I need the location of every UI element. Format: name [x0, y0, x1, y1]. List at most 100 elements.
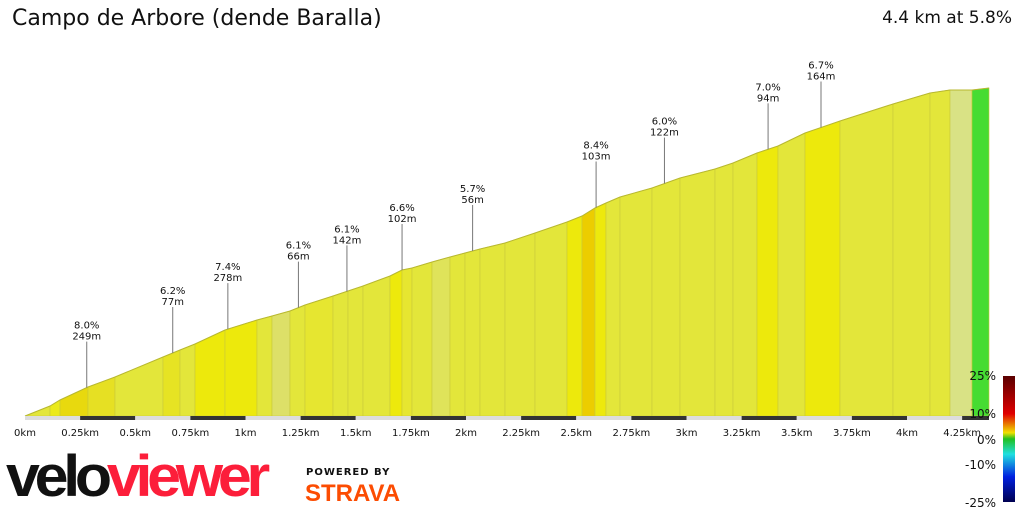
distance-scale-segment [796, 416, 852, 420]
profile-segment [679, 168, 716, 417]
veloviewer-logo: veloviewer [6, 444, 270, 509]
profile-segment [756, 145, 779, 417]
x-tick-label: 4km [896, 428, 918, 439]
page-title: Campo de Arbore (dende Baralla) [12, 6, 382, 31]
x-tick-label: 2.5km [561, 428, 592, 439]
x-tick-label: 0km [14, 428, 36, 439]
profile-segment [347, 285, 364, 417]
distance-scale-segment [410, 416, 466, 420]
x-tick-label: 4.25km [943, 428, 981, 439]
profile-segment [971, 87, 990, 417]
profile-segment [566, 215, 583, 417]
x-tick-label: 2.25km [502, 428, 540, 439]
x-tick-label: 3.25km [723, 428, 761, 439]
annotation-length: 278m [213, 273, 242, 284]
annotation-grade: 7.0% [755, 82, 780, 93]
x-tick-label: 0.5km [120, 428, 151, 439]
gradient-scale-label: 10% [969, 407, 996, 421]
annotation-length: 164m [807, 72, 836, 83]
annotation-grade: 6.6% [389, 203, 414, 214]
profile-segment [777, 132, 806, 417]
profile-segment [804, 120, 841, 417]
x-tick-label: 2.75km [612, 428, 650, 439]
annotation-grade: 5.7% [460, 184, 485, 195]
profile-segment [605, 196, 621, 417]
profile-segment [289, 304, 306, 417]
profile-segment [464, 248, 481, 417]
profile-segment [504, 232, 536, 417]
distance-scale-segment [686, 416, 742, 420]
distance-scale-segment [851, 416, 907, 420]
distance-scale-segment [962, 416, 989, 420]
gradient-scale-label: 25% [969, 369, 996, 383]
annotation-grade: 8.0% [74, 321, 99, 332]
profile-segment [732, 152, 758, 417]
profile-segment [332, 290, 349, 417]
profile-segment [87, 376, 116, 417]
profile-segment [714, 162, 734, 417]
annotation-grade: 6.0% [652, 117, 677, 128]
profile-segment [224, 319, 258, 417]
distance-scale-segment [576, 416, 632, 420]
profile-segment [449, 252, 466, 417]
distance-scale-segment [25, 416, 81, 420]
x-tick-label: 1km [235, 428, 257, 439]
profile-segment [162, 349, 181, 417]
profile-segment [619, 187, 653, 417]
gradient-scale-label: 0% [977, 433, 996, 447]
x-tick-label: 1.25km [282, 428, 320, 439]
profile-segment [651, 177, 681, 417]
annotation-grade: 6.7% [808, 61, 833, 72]
profile-segment [49, 399, 61, 417]
annotation-grade: 6.1% [334, 224, 359, 235]
annotation-length: 102m [388, 214, 417, 225]
profile-segment [179, 343, 196, 417]
profile-segment [839, 103, 894, 417]
profile-segment [256, 315, 273, 417]
annotation-grade: 7.4% [215, 262, 240, 273]
profile-segment [949, 89, 973, 417]
profile-segment [194, 329, 226, 417]
annotation-length: 142m [333, 235, 362, 246]
profile-outline [24, 87, 990, 417]
x-tick-label: 1.75km [392, 428, 430, 439]
distance-scale-segment [521, 416, 577, 420]
annotation-grade: 6.2% [160, 286, 185, 297]
x-tick-label: 0.25km [61, 428, 99, 439]
profile-segment [594, 202, 607, 417]
x-tick-label: 2km [455, 428, 477, 439]
gradient-scale-label: -10% [965, 458, 996, 472]
distance-scale-segment [190, 416, 246, 420]
annotation-length: 249m [72, 332, 101, 343]
distance-scale-segment [466, 416, 522, 420]
climb-summary: 4.4 km at 5.8% [882, 8, 1012, 28]
annotation-length: 94m [757, 93, 779, 104]
profile-segment [362, 275, 391, 417]
distance-scale-segment [135, 416, 191, 420]
distance-scale-segment [245, 416, 301, 420]
gradient-scale-label: -25% [965, 496, 996, 510]
distance-scale-segment [80, 416, 136, 420]
profile-segment [389, 269, 403, 417]
profile-segment [534, 221, 568, 417]
profile-segment [114, 356, 164, 417]
distance-scale-segment [300, 416, 356, 420]
distance-scale-segment [907, 416, 963, 420]
gradient-color-scale [1003, 376, 1015, 502]
powered-by-label: POWERED BY [306, 467, 391, 478]
distance-scale-segment [355, 416, 411, 420]
annotation-grade: 6.1% [286, 241, 311, 252]
distance-scale-segment [741, 416, 797, 420]
strava-logo: STRAVA [305, 480, 401, 507]
x-tick-label: 3.75km [833, 428, 871, 439]
annotation-length: 66m [287, 252, 309, 263]
profile-segment [59, 386, 89, 417]
profile-segment [929, 89, 951, 417]
x-tick-label: 1.5km [340, 428, 371, 439]
profile-segment [431, 256, 451, 417]
annotation-grade: 8.4% [583, 141, 608, 152]
distance-scale-segment [631, 416, 687, 420]
annotation-length: 56m [461, 195, 483, 206]
x-tick-label: 0.75km [171, 428, 209, 439]
